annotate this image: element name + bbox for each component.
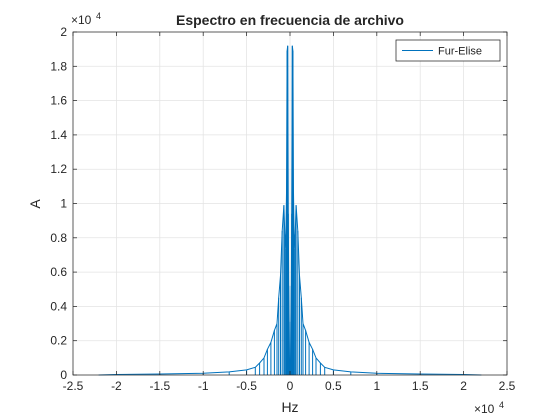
y-exponent-base: ×10 (71, 13, 92, 27)
y-exponent-label: ×10 4 (71, 11, 101, 27)
x-tick-label: -1 (198, 379, 209, 393)
x-tick-label: 1 (373, 379, 380, 393)
grid-lines (73, 32, 507, 375)
y-tick-label: 0.8 (50, 231, 67, 245)
legend-box (395, 39, 501, 62)
y-tick-label: 1 (60, 197, 67, 211)
y-tick-label: 0.2 (50, 334, 67, 348)
y-tick-label: 2 (60, 25, 67, 39)
x-axis-label: Hz (281, 399, 298, 415)
x-tick-label: 2 (460, 379, 467, 393)
x-tick-label: 2.5 (499, 379, 516, 393)
x-exponent-label: ×10 4 (474, 400, 504, 416)
y-tick-label: 1.2 (50, 162, 67, 176)
y-tick-label: 1.6 (50, 94, 67, 108)
y-tick-label: 0 (60, 368, 67, 382)
x-tick-label: -2 (111, 379, 122, 393)
y-tick-label: 0.4 (50, 299, 67, 313)
tick-marks (72, 31, 508, 376)
x-exponent-base: ×10 (474, 402, 495, 416)
x-tick-label: -0.5 (236, 379, 257, 393)
x-exponent-power: 4 (499, 400, 504, 410)
legend-label: Fur-Elise (438, 46, 482, 58)
x-tick-label: -1.5 (149, 379, 170, 393)
x-tick-label: 0.5 (325, 379, 342, 393)
x-tick-label: 0 (287, 379, 294, 393)
y-axis-label: A (27, 199, 43, 209)
x-tick-label: -2.5 (63, 379, 84, 393)
y-tick-label: 1.4 (50, 128, 67, 142)
chart-title: Espectro en frecuencia de archivo (176, 12, 404, 28)
x-tick-label: 1.5 (412, 379, 429, 393)
y-exponent-power: 4 (96, 11, 101, 21)
y-tick-label: 1.8 (50, 59, 67, 73)
legend: Fur-Elise (395, 39, 501, 62)
tick-labels: -2.5 -2 -1.5 -1 -0.5 0 0.5 1 1.5 2 2.5 0 0.2 0.4 0.6 0.… (50, 25, 515, 393)
y-tick-label: 0.6 (50, 265, 67, 279)
